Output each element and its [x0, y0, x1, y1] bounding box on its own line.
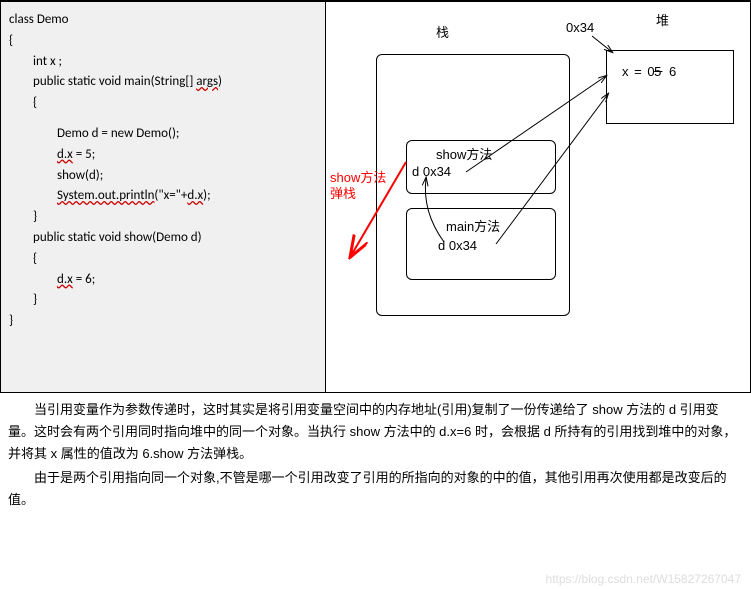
code-l4c: ) — [218, 74, 222, 89]
code-l13a: d.x — [57, 272, 73, 287]
watermark: https://blog.csdn.net/W15827267047 — [546, 569, 741, 589]
code-l9a: System.out.println — [57, 188, 154, 203]
code-l7a: d.x — [57, 147, 73, 162]
code-l4: public static void main(String[] args) — [9, 72, 321, 93]
code-l9d: ); — [203, 188, 210, 203]
code-l9b: ("x="+ — [154, 188, 187, 203]
code-l5: { — [9, 93, 321, 114]
diagram-panel: 栈 堆 0x34 x = 0 5 6 show方法 d 0x34 main方法 … — [326, 2, 750, 392]
main-method-label: main方法 — [446, 216, 500, 235]
code-l7b: = 5; — [73, 147, 95, 162]
code-l11: public static void show(Demo d) — [9, 228, 321, 249]
pop-label: show方法 弹栈 — [330, 170, 386, 201]
heap-xeq: x = 0 — [622, 64, 656, 79]
code-l4a: public static void main(String[] — [33, 74, 196, 89]
pop-label-b: 弹栈 — [330, 186, 386, 202]
code-l15: } — [9, 311, 321, 332]
heap-6: 6 — [669, 64, 677, 79]
show-method-label: show方法 — [436, 144, 492, 163]
top-row: class Demo { int x ; public static void … — [0, 0, 751, 393]
stack-label: 栈 — [436, 22, 449, 41]
addr-label: 0x34 — [566, 20, 594, 35]
explanation: 当引用变量作为参数传递时，这时其实是将引用变量空间中的内存地址(引用)复制了一份… — [0, 393, 751, 519]
code-l13b: = 6; — [73, 272, 95, 287]
pop-label-a: show方法 — [330, 170, 386, 186]
para-1: 当引用变量作为参数传递时，这时其实是将引用变量空间中的内存地址(引用)复制了一份… — [8, 399, 743, 465]
code-l8: show(d); — [9, 166, 321, 187]
code-l9: System.out.println("x="+d.x); — [9, 186, 321, 207]
code-l13: d.x = 6; — [9, 270, 321, 291]
code-l1: class Demo — [9, 10, 321, 31]
code-l3: int x ; — [9, 52, 321, 73]
code-panel: class Demo { int x ; public static void … — [1, 2, 326, 392]
heap-var: x = 0 5 6 — [622, 64, 677, 79]
code-l7: d.x = 5; — [9, 145, 321, 166]
code-l2: { — [9, 31, 321, 52]
show-d-label: d 0x34 — [412, 164, 451, 179]
code-l4b: args — [196, 74, 218, 89]
code-l10: } — [9, 207, 321, 228]
code-l14: } — [9, 290, 321, 311]
code-l12: { — [9, 249, 321, 270]
para-2: 由于是两个引用指向同一个对象,不管是哪一个引用改变了引用的所指向的对象的中的值，… — [8, 467, 743, 511]
main-d-label: d 0x34 — [438, 238, 477, 253]
code-l6: Demo d = new Demo(); — [9, 124, 321, 145]
heap-5: 5 — [654, 64, 662, 79]
heap-box — [606, 50, 734, 124]
code-l9c: d.x — [187, 188, 203, 203]
heap-label: 堆 — [656, 10, 669, 29]
